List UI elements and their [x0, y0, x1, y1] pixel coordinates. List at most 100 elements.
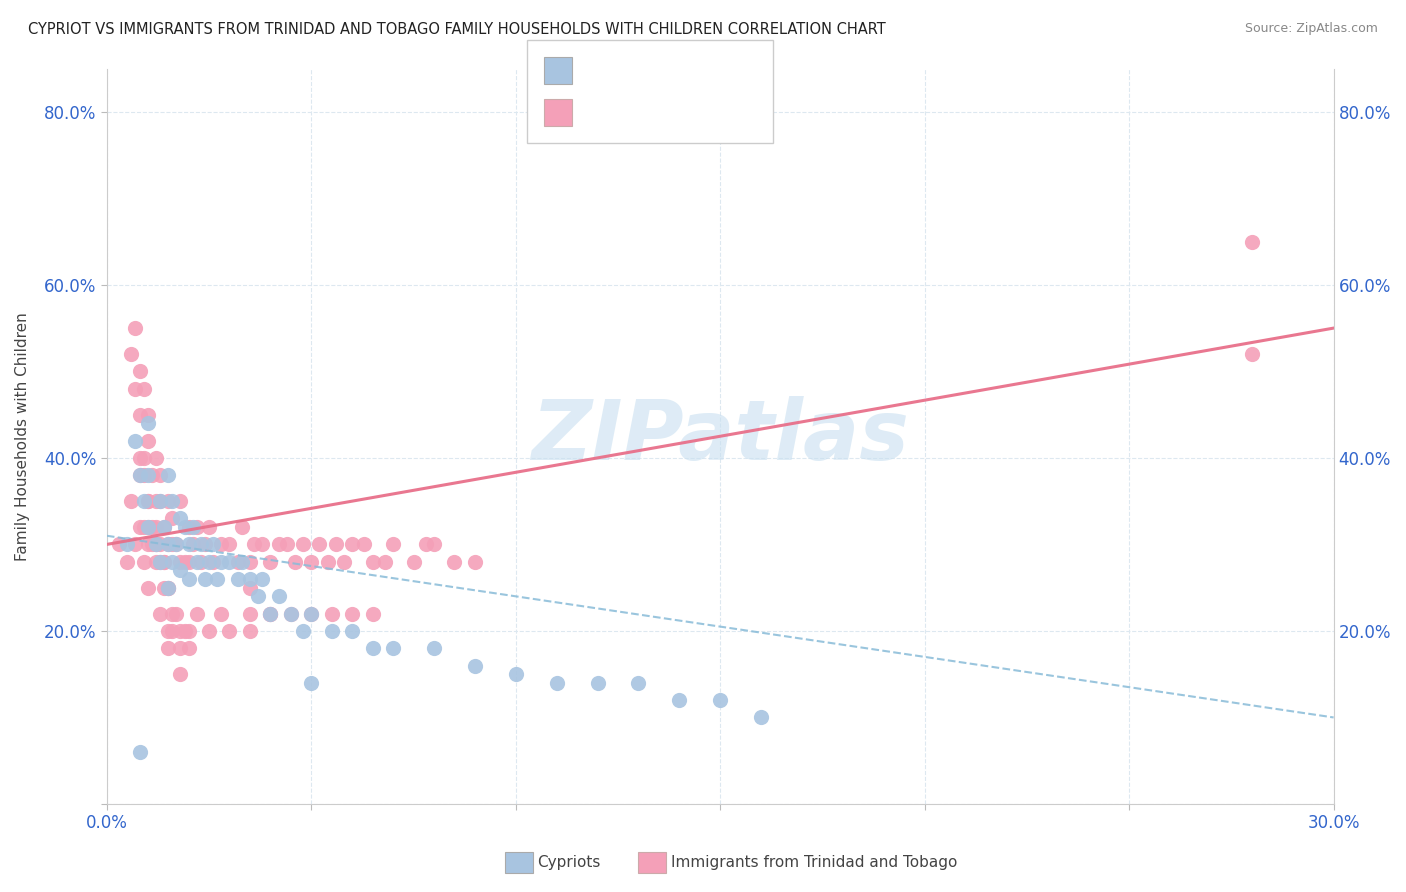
Point	[124, 537, 146, 551]
Point	[267, 537, 290, 551]
Point	[157, 581, 180, 595]
Point	[177, 555, 200, 569]
Text: R =: R =	[579, 105, 613, 120]
Point	[145, 555, 167, 569]
Point	[169, 494, 191, 508]
Point	[1240, 347, 1263, 361]
Point	[136, 494, 159, 508]
Point	[464, 555, 486, 569]
Point	[321, 607, 343, 621]
Point	[250, 572, 273, 586]
Point	[218, 624, 240, 638]
Point	[173, 624, 195, 638]
Point	[299, 607, 322, 621]
Point	[169, 641, 191, 656]
Point	[132, 450, 155, 465]
Text: Source: ZipAtlas.com: Source: ZipAtlas.com	[1244, 22, 1378, 36]
Point	[157, 641, 180, 656]
Point	[136, 408, 159, 422]
Point	[194, 537, 217, 551]
Point	[149, 494, 172, 508]
Point	[128, 520, 150, 534]
Point	[128, 408, 150, 422]
Point	[149, 555, 172, 569]
Point	[162, 607, 184, 621]
Point	[177, 572, 200, 586]
Point	[157, 494, 180, 508]
Point	[292, 624, 315, 638]
Point	[177, 624, 200, 638]
Point	[340, 537, 363, 551]
Point	[325, 537, 347, 551]
Point	[709, 693, 731, 707]
Point	[333, 555, 356, 569]
Point	[443, 555, 465, 569]
Text: 0.393: 0.393	[606, 105, 659, 120]
Point	[259, 555, 281, 569]
Point	[627, 676, 650, 690]
Point	[186, 607, 208, 621]
Point	[340, 607, 363, 621]
Point	[299, 555, 322, 569]
Point	[284, 555, 307, 569]
Point	[267, 590, 290, 604]
Point	[162, 537, 184, 551]
Point	[177, 537, 200, 551]
Point	[202, 555, 225, 569]
Point	[231, 520, 253, 534]
Point	[415, 537, 437, 551]
Point	[120, 494, 142, 508]
Point	[198, 555, 221, 569]
Point	[218, 555, 240, 569]
Point	[149, 468, 172, 483]
Point	[120, 347, 142, 361]
Text: ZIPatlas: ZIPatlas	[531, 396, 910, 476]
Point	[117, 555, 139, 569]
Point	[464, 658, 486, 673]
Point	[153, 520, 176, 534]
Point	[136, 494, 159, 508]
Point	[132, 555, 155, 569]
Point	[1240, 235, 1263, 249]
Point	[186, 555, 208, 569]
Point	[239, 572, 262, 586]
Point	[136, 520, 159, 534]
Point	[190, 555, 212, 569]
Text: N =: N =	[666, 63, 700, 78]
Point	[169, 511, 191, 525]
Point	[169, 555, 191, 569]
Point	[162, 511, 184, 525]
Point	[226, 572, 249, 586]
Point	[136, 417, 159, 431]
Point	[177, 641, 200, 656]
Point	[205, 572, 228, 586]
Point	[280, 607, 302, 621]
Point	[162, 494, 184, 508]
Point	[157, 468, 180, 483]
Point	[145, 537, 167, 551]
Point	[243, 537, 266, 551]
Point	[108, 537, 131, 551]
Text: 56: 56	[697, 63, 718, 78]
Point	[157, 624, 180, 638]
Point	[209, 537, 232, 551]
Point	[157, 537, 180, 551]
Point	[239, 624, 262, 638]
Point	[668, 693, 690, 707]
Point	[145, 450, 167, 465]
Point	[239, 555, 262, 569]
Point	[136, 581, 159, 595]
Point	[128, 450, 150, 465]
Point	[299, 676, 322, 690]
Point	[157, 581, 180, 595]
Point	[374, 555, 396, 569]
Point	[149, 555, 172, 569]
Point	[165, 537, 187, 551]
Point	[157, 537, 180, 551]
Text: R =: R =	[579, 63, 613, 78]
Point	[198, 520, 221, 534]
Point	[250, 537, 273, 551]
Point	[202, 537, 225, 551]
Point	[361, 607, 384, 621]
Point	[162, 555, 184, 569]
